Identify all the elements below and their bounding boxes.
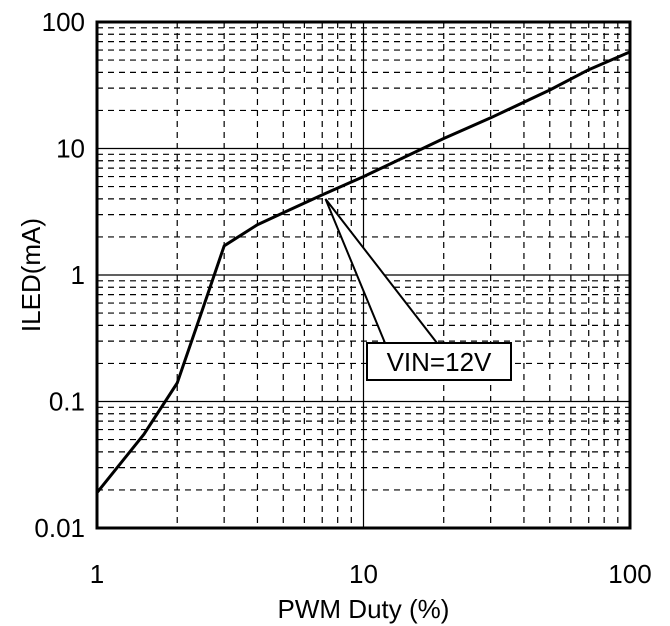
annotation-pointer <box>324 198 440 344</box>
y-tick-labels: 0.01 0.1 1 10 100 <box>34 7 85 543</box>
x-tick-labels: 1 10 100 <box>90 559 652 589</box>
y-tick-label: 0.1 <box>49 387 85 417</box>
series-line-vin-12v <box>95 50 631 494</box>
plot-frame <box>95 20 632 530</box>
x-tick-label: 10 <box>349 559 378 589</box>
y-tick-label: 1 <box>71 260 85 290</box>
x-tick-label: 100 <box>608 559 651 589</box>
y-tick-label: 10 <box>56 134 85 164</box>
annotation: VIN=12V <box>324 198 512 381</box>
y-tick-label: 0.01 <box>34 513 85 543</box>
annotation-box <box>366 342 512 381</box>
x-axis-label: PWM Duty (%) <box>278 594 450 624</box>
y-axis-label: ILED(mA) <box>16 218 46 332</box>
x-tick-label: 1 <box>90 559 104 589</box>
y-tick-label: 100 <box>42 7 85 37</box>
annotation-label: VIN=12V <box>387 347 492 377</box>
